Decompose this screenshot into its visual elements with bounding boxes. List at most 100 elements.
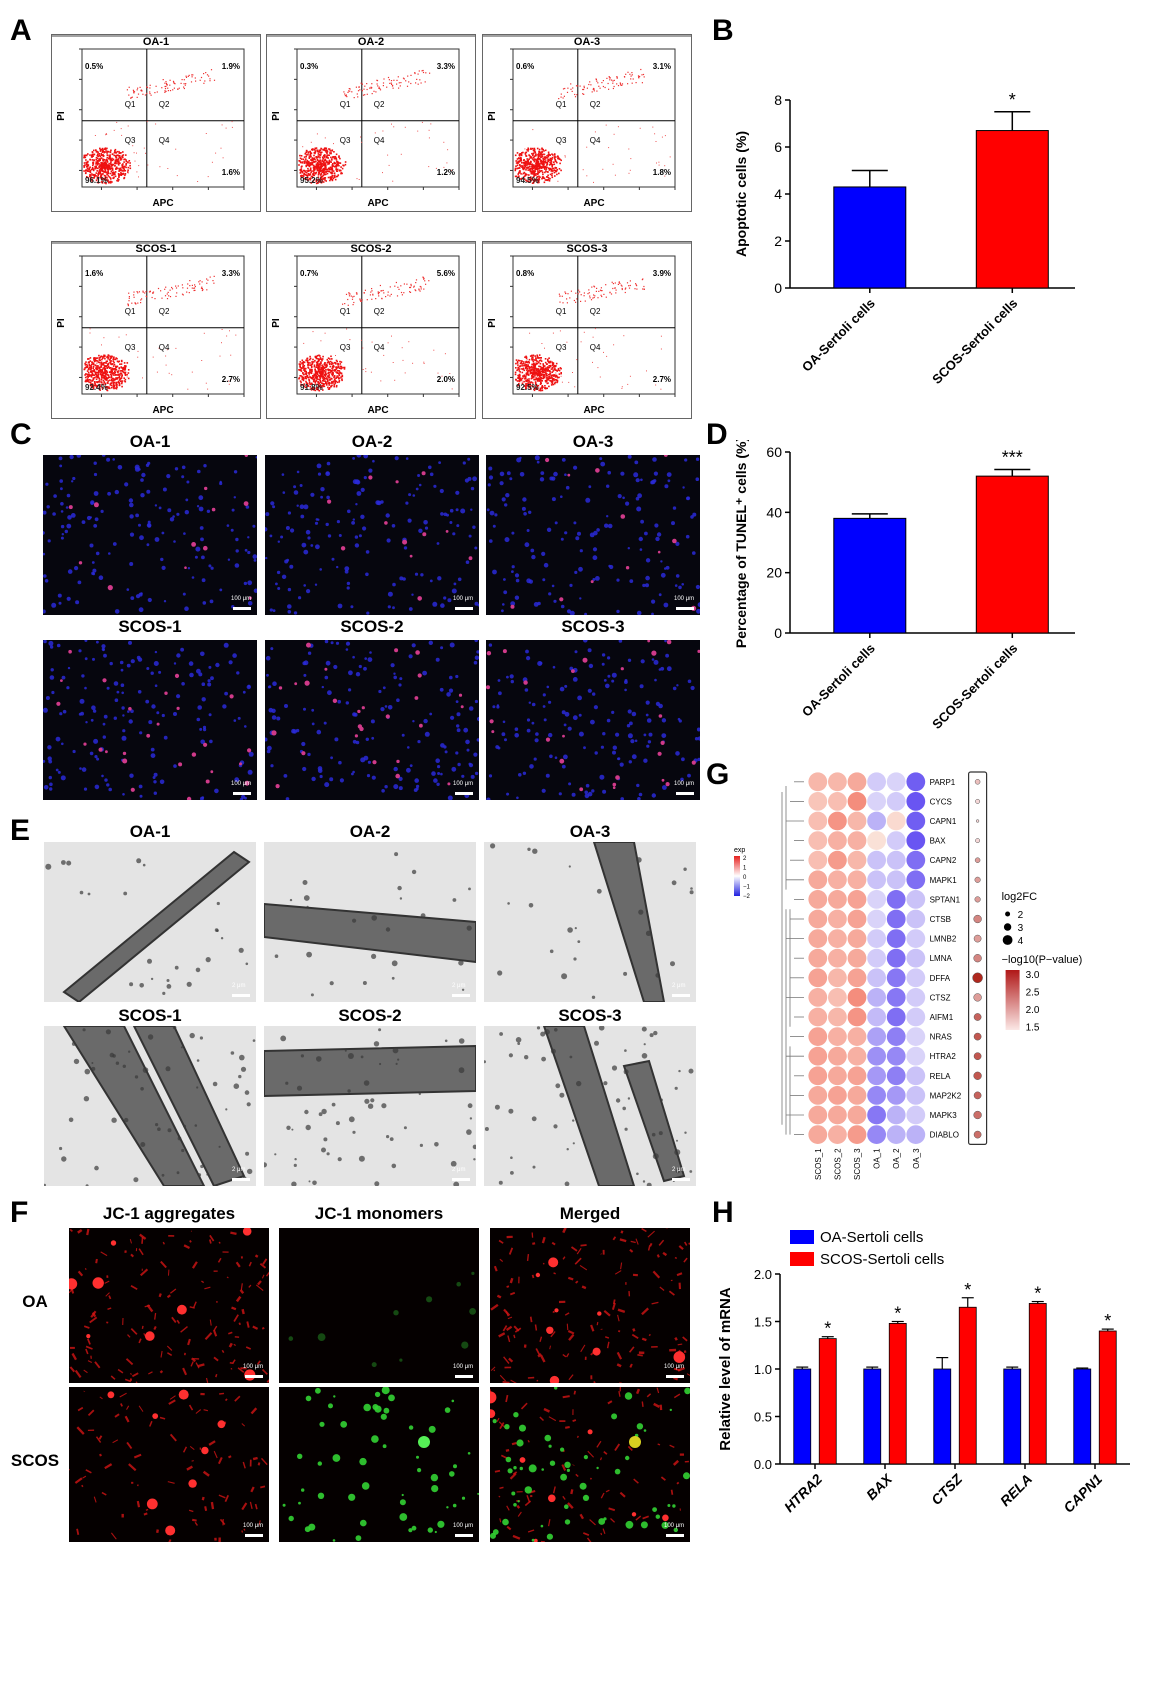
event-dot bbox=[621, 83, 624, 85]
tunel-positive-cell bbox=[56, 701, 61, 706]
event-dot bbox=[146, 86, 149, 89]
event-dot bbox=[447, 149, 449, 151]
event-dot bbox=[576, 359, 578, 361]
event-dot bbox=[312, 161, 315, 163]
event-dot bbox=[115, 151, 117, 154]
event-dot bbox=[542, 159, 545, 161]
event-dot bbox=[97, 380, 100, 383]
tunel-positive-cell bbox=[191, 752, 197, 757]
nucleus bbox=[124, 482, 129, 487]
event-dot bbox=[329, 171, 332, 174]
event-dot bbox=[127, 303, 129, 305]
event-dot bbox=[167, 168, 169, 169]
event-dot bbox=[527, 374, 530, 376]
event-dot bbox=[535, 159, 537, 161]
tunel-positive-cell bbox=[445, 530, 449, 533]
event-dot bbox=[102, 362, 105, 364]
quadrant-label-q4: Q4 bbox=[374, 136, 385, 145]
nucleus bbox=[549, 754, 553, 759]
event-dot bbox=[304, 370, 307, 373]
event-dot bbox=[110, 367, 112, 369]
event-dot bbox=[428, 137, 430, 139]
nucleus bbox=[536, 460, 540, 464]
plot-frame bbox=[81, 48, 245, 188]
event-dot bbox=[521, 382, 524, 385]
event-dot bbox=[533, 147, 536, 150]
event-dot bbox=[378, 87, 380, 89]
event-dot bbox=[100, 165, 102, 167]
event-dot bbox=[530, 385, 532, 387]
event-dot bbox=[301, 384, 303, 386]
event-dot bbox=[526, 161, 528, 163]
event-dot bbox=[318, 389, 321, 392]
event-dot bbox=[118, 336, 120, 338]
event-dot bbox=[531, 359, 533, 361]
flow-plot-title: OA-1 bbox=[143, 36, 169, 48]
event-dot bbox=[525, 372, 528, 375]
nucleus bbox=[435, 657, 440, 662]
event-dot bbox=[331, 381, 334, 384]
event-dot bbox=[138, 165, 140, 167]
event-dot bbox=[137, 302, 139, 304]
nucleus bbox=[330, 641, 334, 645]
event-dot bbox=[554, 158, 556, 161]
nucleus bbox=[154, 684, 158, 687]
event-dot bbox=[397, 286, 399, 288]
event-dot bbox=[606, 355, 608, 357]
event-dot bbox=[322, 365, 325, 368]
event-dot bbox=[125, 160, 128, 163]
event-dot bbox=[98, 359, 101, 361]
nucleus bbox=[145, 699, 150, 704]
event-dot bbox=[319, 159, 322, 161]
event-dot bbox=[121, 381, 123, 383]
nucleus bbox=[488, 774, 493, 778]
event-dot bbox=[95, 368, 98, 370]
nucleus bbox=[162, 487, 167, 492]
event-dot bbox=[319, 166, 321, 168]
event-dot bbox=[540, 156, 542, 159]
nucleus bbox=[183, 532, 186, 535]
event-dot bbox=[320, 376, 322, 378]
event-dot bbox=[100, 176, 102, 178]
nucleus bbox=[147, 524, 152, 528]
event-dot bbox=[347, 304, 349, 306]
nucleus bbox=[378, 689, 382, 694]
event-dot bbox=[349, 90, 351, 92]
panel-label-e: E bbox=[10, 814, 31, 847]
nucleus bbox=[287, 511, 291, 515]
event-dot bbox=[325, 167, 327, 169]
event-dot bbox=[538, 148, 541, 151]
event-dot bbox=[102, 165, 104, 167]
nucleus bbox=[455, 751, 459, 755]
event-dot bbox=[542, 157, 544, 160]
event-dot bbox=[338, 377, 340, 380]
event-dot bbox=[544, 380, 547, 382]
event-dot bbox=[592, 88, 594, 91]
event-dot bbox=[328, 382, 330, 385]
event-dot bbox=[328, 168, 330, 171]
nucleus bbox=[137, 690, 142, 694]
event-dot bbox=[318, 367, 320, 369]
event-dot bbox=[310, 175, 313, 178]
image-title: OA-2 bbox=[351, 432, 393, 451]
event-dot bbox=[195, 80, 197, 82]
event-dot bbox=[620, 284, 622, 286]
event-dot bbox=[542, 148, 544, 151]
event-dot bbox=[346, 328, 348, 330]
event-dot bbox=[554, 382, 556, 385]
event-dot bbox=[526, 180, 528, 182]
event-dot bbox=[531, 177, 533, 180]
event-dot bbox=[320, 367, 323, 369]
event-dot bbox=[566, 91, 569, 93]
event-dot bbox=[136, 152, 137, 154]
event-dot bbox=[583, 87, 585, 89]
event-dot bbox=[372, 293, 374, 295]
event-dot bbox=[341, 378, 343, 380]
nucleus bbox=[311, 708, 315, 712]
event-dot bbox=[94, 167, 96, 170]
event-dot bbox=[621, 386, 623, 388]
event-dot bbox=[370, 371, 372, 373]
nucleus bbox=[456, 712, 461, 717]
nucleus bbox=[436, 542, 440, 545]
event-dot bbox=[123, 158, 125, 161]
